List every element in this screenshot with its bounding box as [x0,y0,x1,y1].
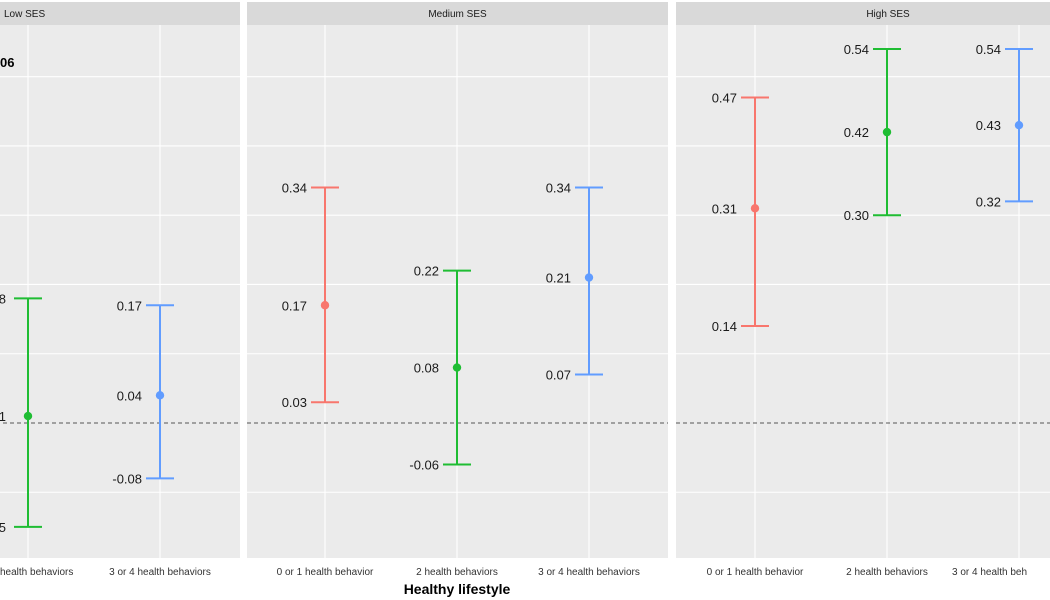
panel-content: Medium SES 0 or 1 health behavior 2 health… [247,2,668,578]
point-estimate [750,204,760,213]
upper-ci-label: 0.54 [976,42,1001,57]
upper-ci-label: 0.34 [546,181,571,196]
x-tick-label: 0 or 1 health behavior [277,567,374,578]
estimate-label: 0.42 [844,125,869,140]
x-tick-label: health behaviors [0,567,73,578]
x-tick-label: 3 or 4 health behaviors [538,567,640,578]
lower-ci-label: 0.30 [844,208,869,223]
lower-ci-label: 0.14 [712,319,737,334]
panel-high-ses: High SES 0 or 1 health behavior 2 health b… [676,2,1050,578]
lower-ci-label: 5 [0,520,6,535]
panel-content: Low SES health behaviors 3 or 4 health beh… [0,2,240,578]
upper-ci-label: 0.34 [282,181,307,196]
panel-background [676,25,1050,558]
upper-ci-label: 0.54 [844,42,869,57]
facet-strip [247,2,668,25]
x-tick-label: 3 or 4 health beh [952,567,1027,578]
lower-ci-label: 0.32 [976,194,1001,209]
point-estimate [155,391,165,400]
point-estimate [882,127,892,137]
upper-ci-label: 8 [0,291,6,306]
facet-strip [0,2,240,25]
estimate-label: 0.17 [282,298,307,313]
facet-strip-label: High SES [866,9,910,20]
lower-ci-label: 0.03 [282,395,307,410]
panel-content: High SES 0 or 1 health behavior 2 health b… [676,2,1050,578]
upper-ci-label: 0.17 [117,298,142,313]
panels-layer: Low SES health behaviors 3 or 4 health beh… [0,2,1050,578]
upper-ci-label: 0.47 [712,90,737,105]
estimate-label: 0.08 [414,361,439,376]
x-tick-label: 2 health behaviors [416,567,498,578]
facet-strip [676,2,1050,25]
estimate-label: 0.21 [546,271,571,286]
panel-medium-ses: Medium SES 0 or 1 health behavior 2 health… [247,2,668,578]
point-estimate [320,301,330,310]
panel-background [0,25,240,558]
panel-low-ses: Low SES health behaviors 3 or 4 health beh… [0,2,240,578]
upper-ci-label: 0.22 [414,264,439,279]
lower-ci-label: 0.07 [546,368,571,383]
x-axis-title: Healthy lifestyle [404,581,511,597]
estimate-label: 0.43 [976,118,1001,133]
panel-annotation: 06 [0,55,14,70]
estimate-label: 1 [0,409,6,424]
estimate-label: 0.31 [712,201,737,216]
point-estimate [23,411,33,421]
facet-strip-label: Low SES [4,9,45,20]
facet-strip-label: Medium SES [428,9,487,20]
point-estimate [584,273,594,282]
point-estimate [1014,120,1024,130]
estimate-label: 0.04 [117,388,142,403]
x-tick-label: 0 or 1 health behavior [707,567,804,578]
lower-ci-label: -0.06 [409,458,439,473]
x-tick-label: 2 health behaviors [846,567,928,578]
x-tick-label: 3 or 4 health behaviors [109,567,211,578]
lower-ci-label: -0.08 [112,471,142,486]
point-estimate [452,363,462,372]
